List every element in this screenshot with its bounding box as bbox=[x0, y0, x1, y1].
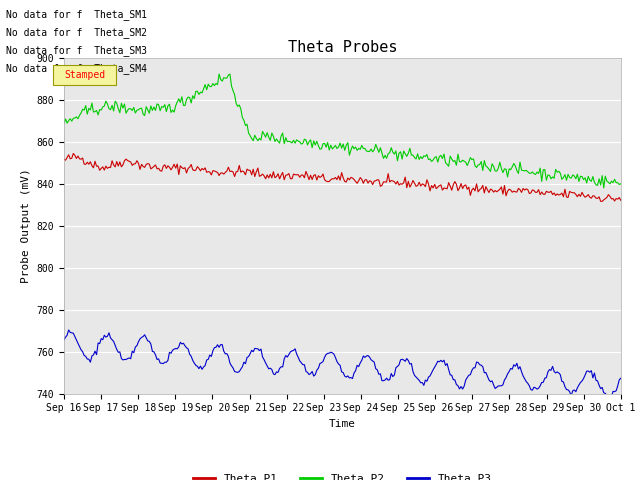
X-axis label: Time: Time bbox=[329, 419, 356, 429]
Theta_P3 bbox=[305, 372, 313, 377]
Theta_P2 bbox=[617, 181, 625, 187]
Theta_P2 bbox=[588, 179, 595, 184]
Theta_P2 bbox=[255, 135, 263, 141]
Theta_P2 bbox=[600, 185, 607, 191]
Line: Theta_P1: Theta_P1 bbox=[64, 154, 621, 202]
Text: No data for f  Theta_SM1: No data for f Theta_SM1 bbox=[6, 9, 147, 20]
Text: No data for f  Theta_SM4: No data for f Theta_SM4 bbox=[6, 63, 147, 74]
Text: No data for f  Theta_SM2: No data for f Theta_SM2 bbox=[6, 27, 147, 38]
Theta_P3 bbox=[607, 394, 615, 400]
Line: Theta_P3: Theta_P3 bbox=[64, 330, 621, 397]
Theta_P1 bbox=[598, 199, 606, 204]
Theta_P1 bbox=[228, 168, 236, 174]
Theta_P3 bbox=[617, 375, 625, 381]
Theta_P2 bbox=[60, 120, 68, 126]
Legend: Theta_P1, Theta_P2, Theta_P3: Theta_P1, Theta_P2, Theta_P3 bbox=[188, 469, 497, 480]
Text: Stamped: Stamped bbox=[64, 70, 105, 80]
Theta_P1 bbox=[305, 177, 313, 182]
Title: Theta Probes: Theta Probes bbox=[287, 40, 397, 55]
Theta_P1 bbox=[60, 156, 68, 162]
Theta_P2 bbox=[129, 108, 136, 113]
Y-axis label: Probe Output (mV): Probe Output (mV) bbox=[21, 168, 31, 283]
Theta_P1 bbox=[246, 168, 254, 173]
Theta_P1 bbox=[617, 197, 625, 203]
Theta_P1 bbox=[588, 195, 595, 201]
Theta_P3 bbox=[228, 363, 236, 369]
Theta_P1 bbox=[255, 173, 263, 179]
Theta_P1 bbox=[130, 161, 138, 167]
Line: Theta_P2: Theta_P2 bbox=[64, 74, 621, 188]
Theta_P3 bbox=[65, 327, 72, 333]
Theta_P2 bbox=[305, 139, 313, 144]
Theta_P2 bbox=[215, 71, 223, 77]
Theta_P2 bbox=[246, 133, 254, 139]
Theta_P1 bbox=[70, 151, 77, 156]
Theta_P3 bbox=[255, 348, 263, 353]
Text: No data for f  Theta_SM3: No data for f Theta_SM3 bbox=[6, 45, 147, 56]
Theta_P3 bbox=[130, 350, 138, 356]
Theta_P3 bbox=[246, 351, 254, 357]
Theta_P3 bbox=[60, 337, 68, 343]
Theta_P3 bbox=[588, 368, 595, 373]
Theta_P2 bbox=[228, 83, 236, 89]
